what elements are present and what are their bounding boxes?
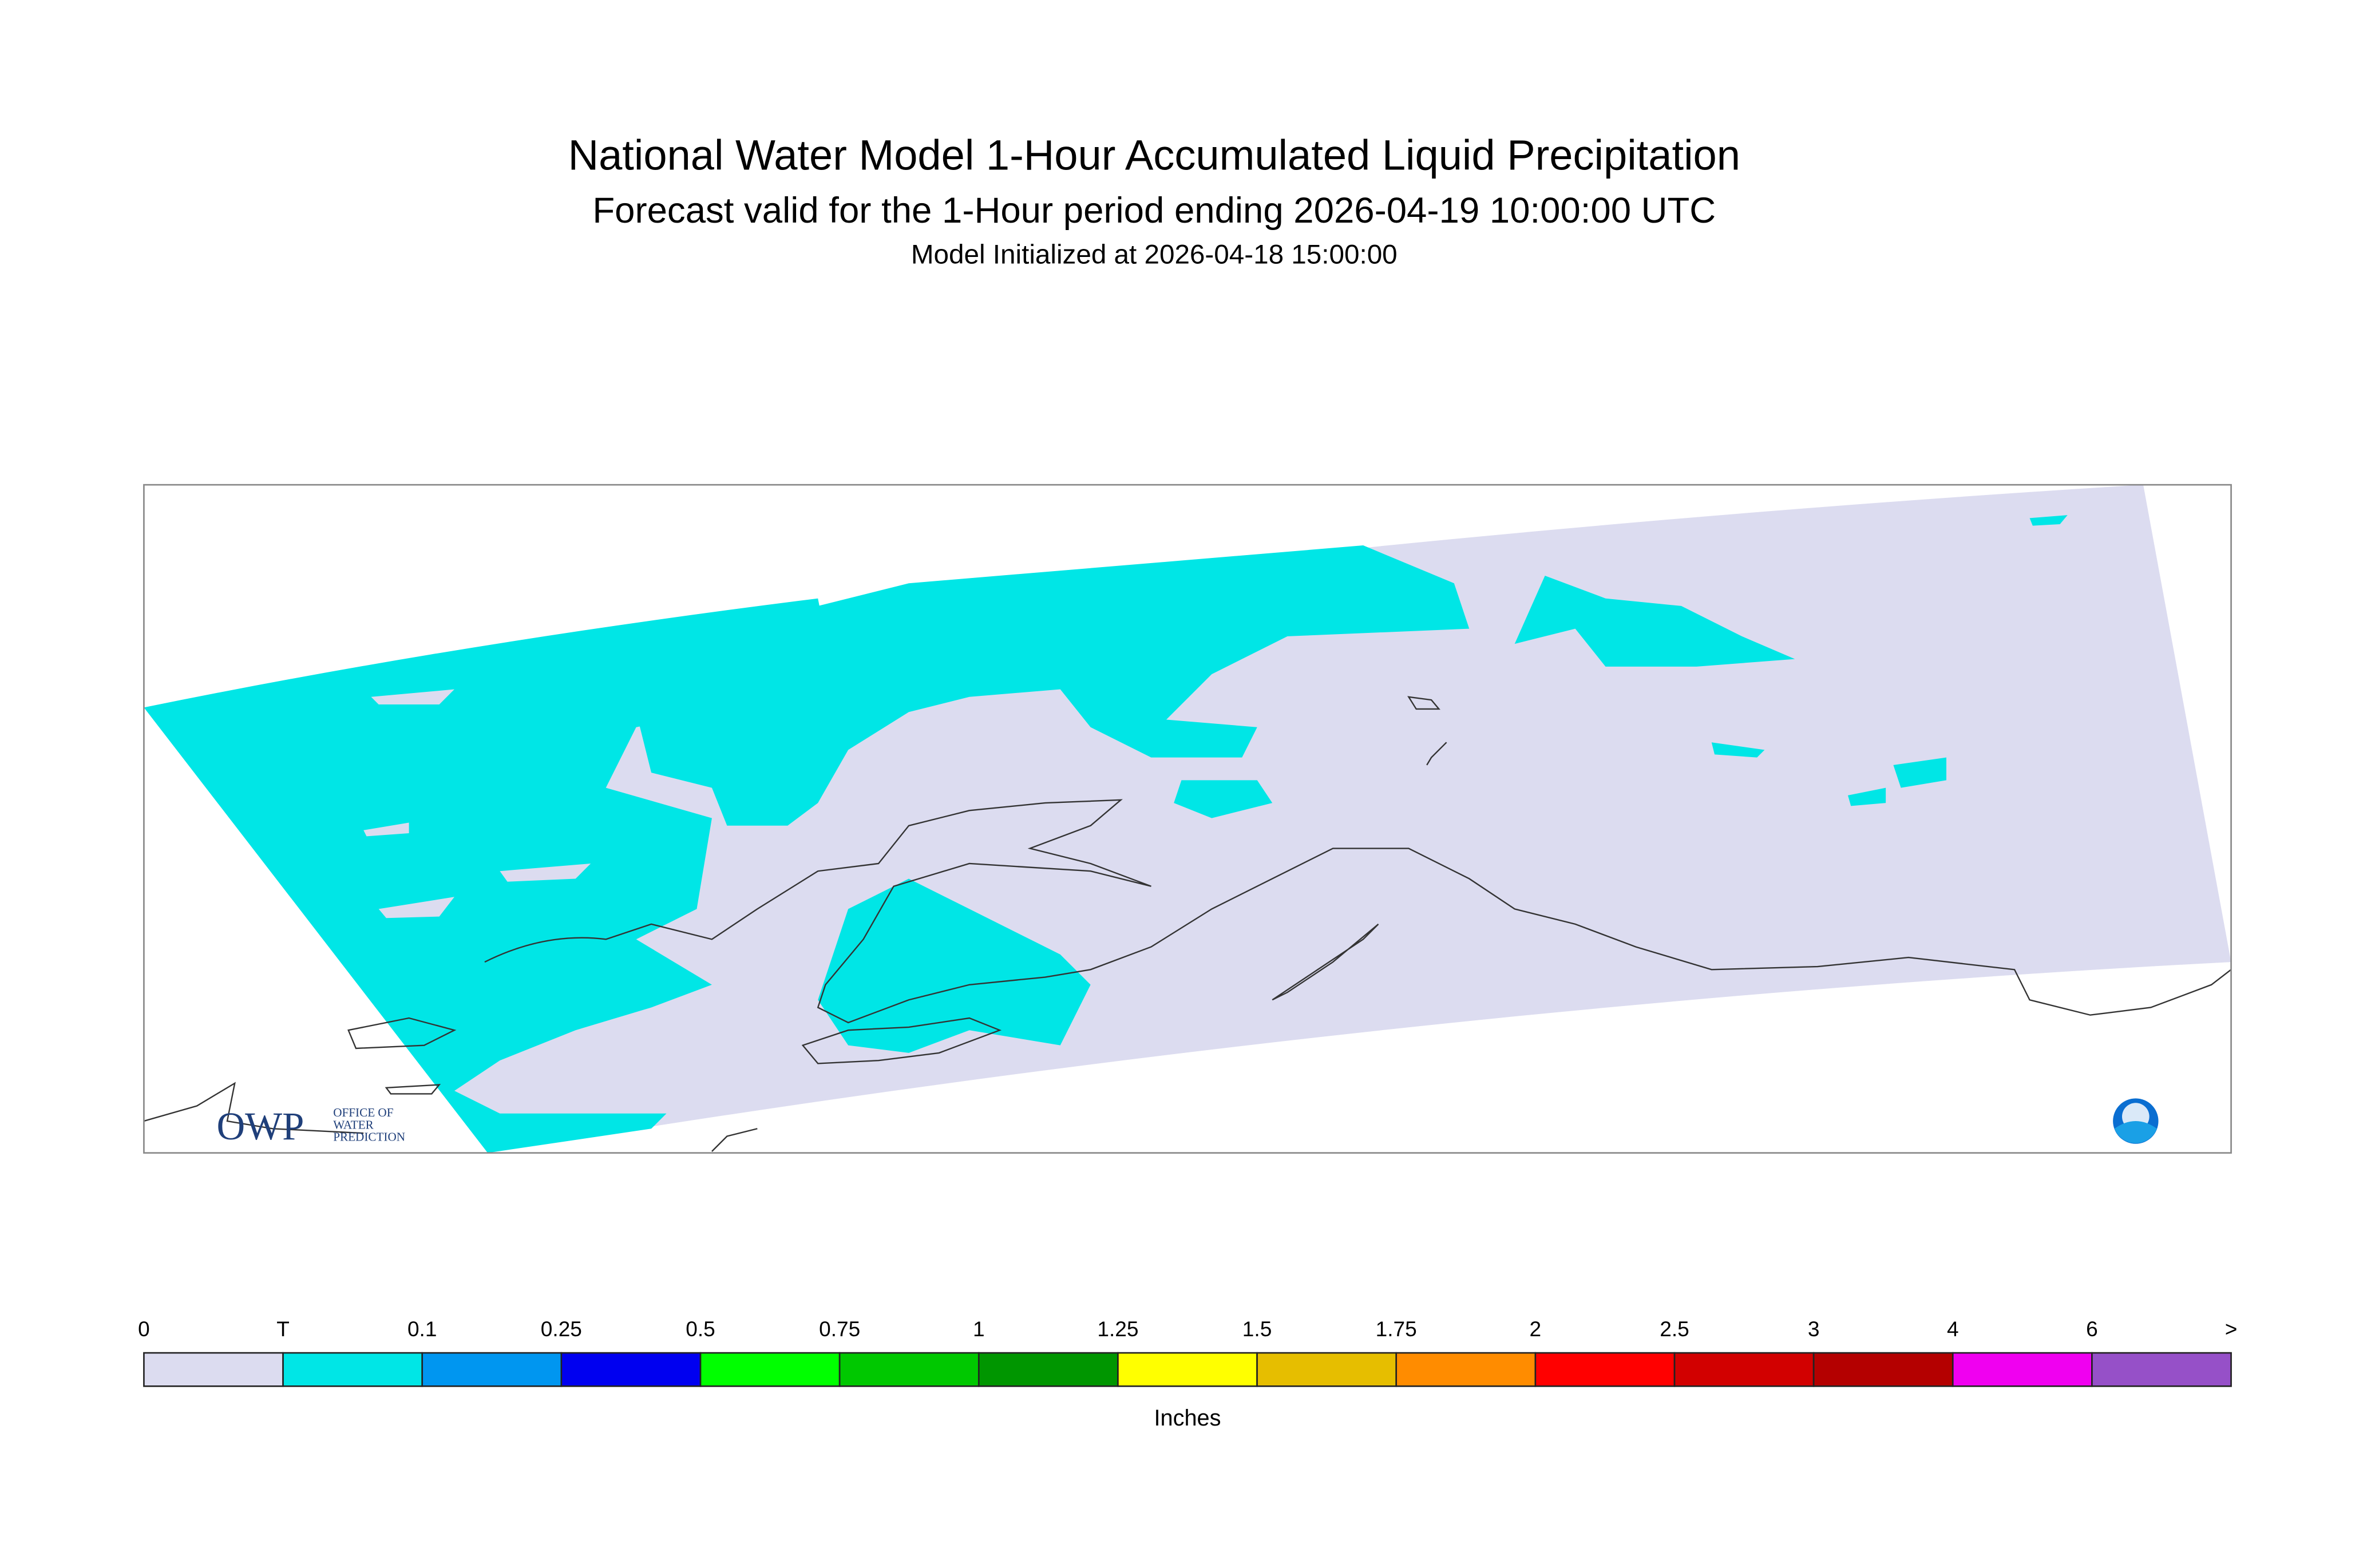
legend-label: 0.75 xyxy=(819,1317,860,1341)
legend-label: 1.75 xyxy=(1376,1317,1417,1341)
legend-swatch xyxy=(1256,1352,1398,1387)
legend-label: 3 xyxy=(1808,1317,1820,1341)
legend-unit: Inches xyxy=(1154,1405,1221,1431)
legend-label: 1 xyxy=(973,1317,985,1341)
owp-logo: OWP OFFICE OF WATER PREDICTION xyxy=(216,1104,405,1148)
legend-swatch xyxy=(2091,1352,2232,1387)
legend-label: 1.25 xyxy=(1097,1317,1138,1341)
legend-swatch xyxy=(1812,1352,1954,1387)
legend-label: 4 xyxy=(1947,1317,1959,1341)
legend-swatch xyxy=(699,1352,841,1387)
init-time: Model Initialized at 2026-04-18 15:00:00 xyxy=(911,240,1398,270)
precip-area xyxy=(818,878,1091,1053)
legend-swatch xyxy=(282,1352,423,1387)
legend-label: T xyxy=(276,1317,290,1341)
legend-swatch xyxy=(1534,1352,1676,1387)
precip-area xyxy=(636,545,1470,826)
legend-label: 1.5 xyxy=(1242,1317,1272,1341)
precip-area xyxy=(144,598,826,1153)
legend-swatch xyxy=(143,1352,284,1387)
logo-text: WATER xyxy=(333,1118,374,1131)
noaa-logo xyxy=(2113,1098,2159,1144)
legend-swatch xyxy=(560,1352,702,1387)
legend-label: 0.25 xyxy=(541,1317,582,1341)
map: OWP OFFICE OF WATER PREDICTION xyxy=(143,484,2232,1154)
legend-swatch xyxy=(1952,1352,2093,1387)
title: National Water Model 1-Hour Accumulated … xyxy=(568,131,1740,179)
legend-swatch xyxy=(421,1352,563,1387)
logo-text: PREDICTION xyxy=(333,1130,405,1143)
map-frame xyxy=(143,484,2232,1154)
legend-swatch xyxy=(838,1352,980,1387)
legend-label: 0 xyxy=(138,1317,150,1341)
logo-abbr: OWP xyxy=(216,1104,304,1148)
subtitle: Forecast valid for the 1-Hour period end… xyxy=(592,190,1716,231)
legend-label: > xyxy=(2225,1317,2238,1341)
legend-label: 2 xyxy=(1530,1317,1542,1341)
legend: 0 T 0.1 0.25 0.5 0.75 1 1.25 1.5 1.75 2 2.5 3 4 6 > xyxy=(138,1317,2238,1387)
precip-area xyxy=(1514,575,1795,667)
coastline xyxy=(144,696,2231,1152)
legend-swatch xyxy=(1395,1352,1537,1387)
legend-label: 0.5 xyxy=(686,1317,715,1341)
legend-swatch xyxy=(1673,1352,1815,1387)
legend-swatch xyxy=(1117,1352,1258,1387)
logo-text: OFFICE OF xyxy=(333,1106,393,1119)
legend-swatch xyxy=(977,1352,1119,1387)
legend-label: 0.1 xyxy=(407,1317,437,1341)
legend-label: 2.5 xyxy=(1660,1317,1689,1341)
legend-label: 6 xyxy=(2086,1317,2098,1341)
